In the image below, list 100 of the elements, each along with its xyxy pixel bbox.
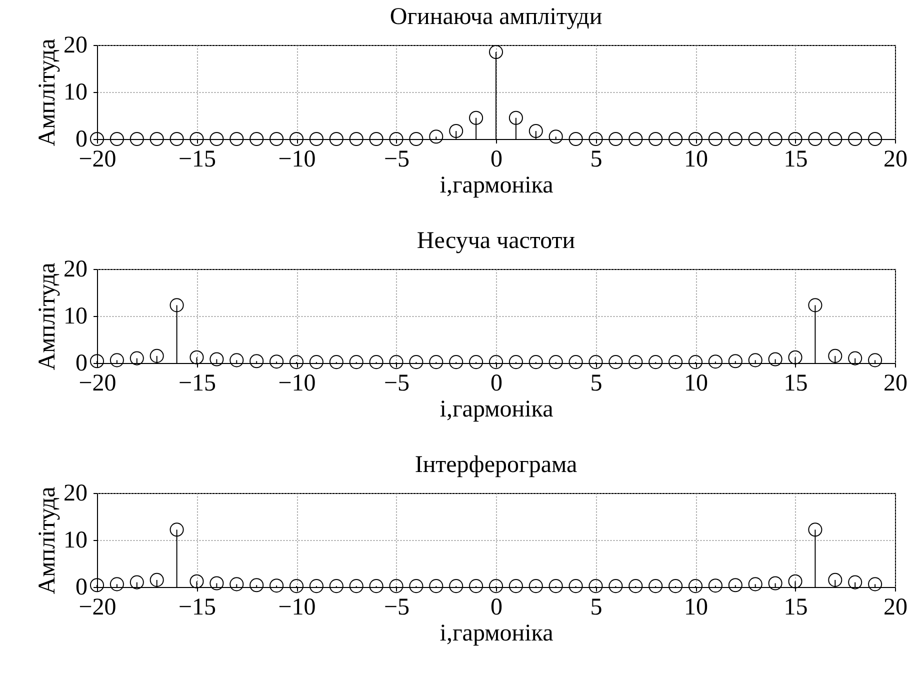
x-tick-label: 0 [490, 146, 502, 172]
point [349, 579, 364, 594]
point [190, 350, 204, 364]
x-tick-label: 0 [490, 594, 502, 620]
point [349, 355, 364, 370]
chart-title: Огинаюча амплітуди [390, 4, 602, 30]
x-axis-title: i,гармоніка [440, 620, 554, 646]
x-tick-label: 0 [490, 370, 502, 396]
point [389, 132, 404, 146]
x-tick-label: −15 [178, 370, 216, 396]
point [110, 132, 124, 146]
point [309, 579, 324, 594]
point [329, 579, 344, 594]
point [130, 575, 144, 590]
point [528, 124, 543, 138]
point [90, 578, 104, 592]
point [449, 355, 464, 370]
y-tick-label: 20 [64, 32, 88, 58]
point [808, 132, 822, 146]
point [449, 124, 464, 138]
point [828, 348, 842, 363]
point [170, 298, 184, 312]
x-tick-label: −5 [384, 146, 410, 172]
point [210, 576, 224, 590]
point [608, 355, 623, 370]
point [828, 572, 842, 587]
point [768, 132, 782, 146]
point [289, 132, 304, 146]
point [469, 110, 484, 125]
point [568, 579, 583, 594]
x-tick-label: 10 [684, 594, 708, 620]
point [708, 354, 722, 369]
y-tick-label: 20 [64, 256, 88, 282]
point [170, 132, 184, 146]
point [588, 355, 603, 370]
x-tick-label: −10 [278, 146, 316, 172]
point [130, 132, 144, 146]
point [289, 579, 304, 594]
x-tick-label: 10 [684, 146, 708, 172]
point [748, 577, 762, 592]
x-tick-label: 15 [784, 594, 808, 620]
point [508, 579, 523, 594]
point [488, 355, 504, 370]
chart-title: Інтерферограма [414, 452, 578, 478]
point [230, 577, 244, 592]
point [409, 132, 424, 146]
point [648, 132, 663, 146]
point [270, 132, 284, 146]
point [548, 130, 563, 144]
point [389, 355, 404, 370]
point [628, 132, 643, 146]
point [668, 132, 683, 146]
point [250, 578, 264, 592]
point [628, 355, 643, 370]
point [788, 132, 802, 146]
y-axis-title: Амплітуда [34, 38, 60, 146]
point [548, 355, 563, 370]
point [768, 352, 782, 366]
point [250, 354, 264, 368]
point [230, 132, 244, 146]
point [748, 353, 762, 368]
y-tick-label: 10 [64, 528, 88, 554]
x-tick-label: 15 [784, 146, 808, 172]
point [688, 355, 703, 370]
point [628, 579, 643, 594]
point [230, 353, 244, 368]
point [369, 579, 384, 594]
x-tick-label: −15 [178, 146, 216, 172]
x-tick-label: −15 [178, 594, 216, 620]
point [90, 354, 104, 368]
point [568, 355, 583, 370]
point [788, 574, 802, 588]
x-axis-title: i,гармоніка [440, 396, 554, 422]
x-tick-label: −10 [278, 594, 316, 620]
point [608, 132, 623, 146]
point [329, 355, 344, 370]
point [708, 578, 722, 593]
x-tick-label: 20 [884, 594, 908, 620]
point [130, 351, 144, 366]
point [508, 110, 523, 125]
point [808, 522, 822, 537]
y-axis-title: Амплітуда [34, 262, 60, 370]
x-tick-label: 5 [590, 594, 602, 620]
x-tick-label: 10 [684, 370, 708, 396]
point [369, 132, 384, 146]
point [588, 579, 603, 594]
point [648, 579, 663, 594]
point [668, 355, 683, 370]
point [190, 132, 204, 146]
x-tick-label: −5 [384, 594, 410, 620]
x-tick-label: 20 [884, 146, 908, 172]
point [150, 348, 164, 363]
point [668, 579, 683, 594]
point [329, 132, 344, 146]
x-tick-label: 15 [784, 370, 808, 396]
y-tick-label: 10 [64, 80, 88, 106]
point [449, 579, 464, 594]
x-tick-label: −10 [278, 370, 316, 396]
point [289, 355, 304, 370]
point [349, 132, 364, 146]
